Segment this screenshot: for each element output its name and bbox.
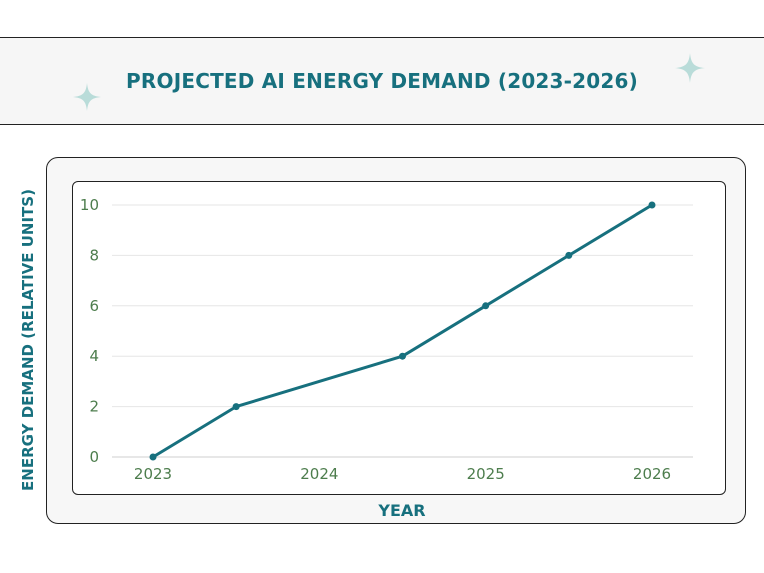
x-tick-label: 2026 xyxy=(633,465,671,483)
y-tick-label: 4 xyxy=(89,347,99,365)
sparkle-icon xyxy=(73,83,101,111)
sparkle-icon xyxy=(675,53,705,83)
data-point xyxy=(482,302,490,310)
gridlines xyxy=(112,204,693,458)
x-axis-label: YEAR xyxy=(378,501,426,520)
chart-title: PROJECTED AI ENERGY DEMAND (2023-2026) xyxy=(126,69,638,93)
data-point xyxy=(149,453,157,461)
y-tick-label: 2 xyxy=(89,398,99,416)
data-point xyxy=(232,403,240,411)
series-line-layer xyxy=(151,203,654,459)
series-line xyxy=(151,203,654,459)
data-point xyxy=(648,201,656,209)
data-point xyxy=(565,251,573,259)
y-tick-labels: 0 2 4 6 8 10 xyxy=(80,196,99,466)
x-tick-label: 2025 xyxy=(467,465,505,483)
data-point xyxy=(399,352,406,360)
title-banner: PROJECTED AI ENERGY DEMAND (2023-2026) xyxy=(0,37,764,125)
y-tick-label: 10 xyxy=(80,196,99,214)
x-tick-labels: 2023 2024 2025 2026 xyxy=(134,465,671,483)
plot-area-card xyxy=(72,181,726,495)
x-tick-label: 2024 xyxy=(300,465,338,483)
x-tick-label: 2023 xyxy=(134,465,172,483)
data-points xyxy=(149,201,656,461)
y-tick-label: 8 xyxy=(89,246,99,264)
y-tick-label: 6 xyxy=(89,297,99,315)
y-tick-label: 0 xyxy=(89,448,99,466)
